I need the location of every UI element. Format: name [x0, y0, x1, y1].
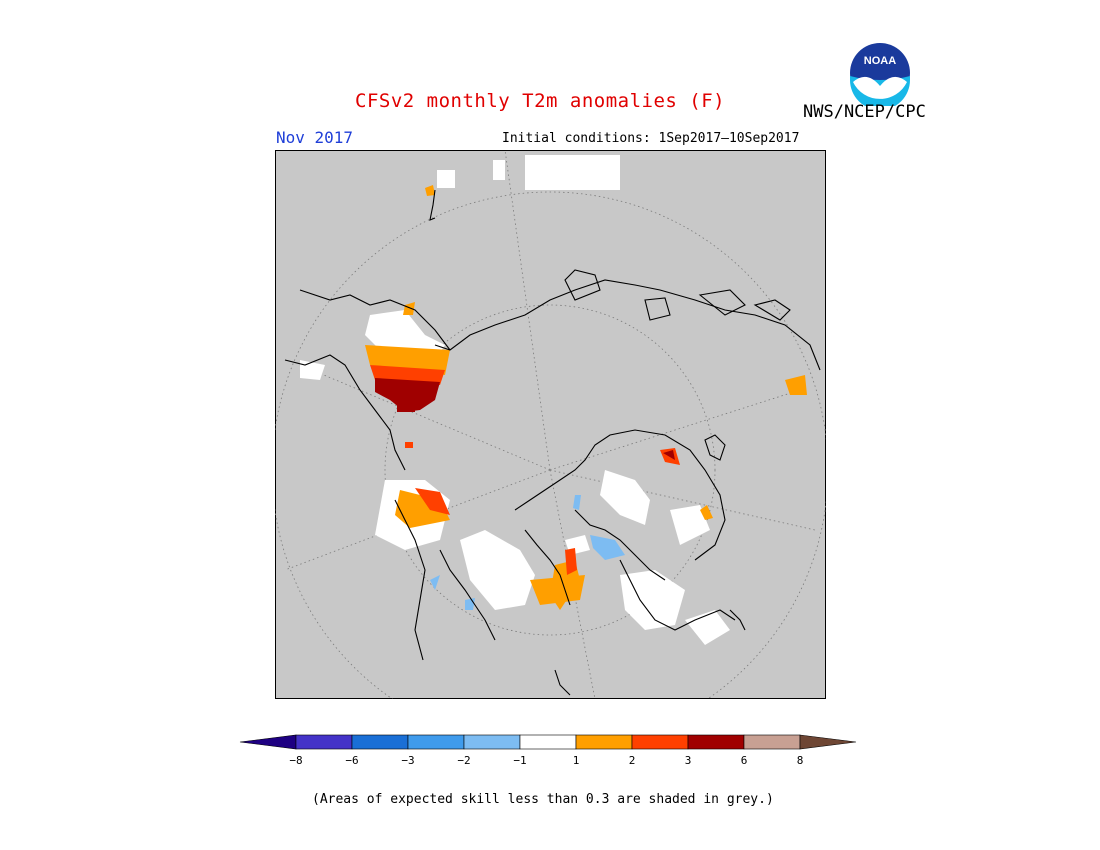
meridian-6: [299, 364, 551, 471]
map-background: [275, 150, 826, 699]
chart-title: CFSv2 monthly T2m anomalies (F): [355, 90, 726, 112]
meridian-2: [549, 389, 801, 471]
agency-label: NWS/NCEP/CPC: [803, 102, 926, 122]
colorbar-tick-label: 3: [685, 754, 692, 767]
colorbar-tick-label: 6: [741, 754, 748, 767]
latitude-circle-outer: [275, 191, 826, 699]
colorbar-tick-label: −6: [345, 754, 358, 767]
colorbar-tick-label: 1: [573, 754, 580, 767]
colorbar-swatch: [687, 734, 745, 750]
colorbar-swatch: [351, 734, 409, 750]
colorbar-high-extension: [799, 734, 857, 750]
colorbar-low-extension: [239, 734, 297, 750]
colorbar-swatch: [407, 734, 465, 750]
noaa-logo: NOAA: [848, 41, 912, 106]
colorbar-tick-label: 2: [629, 754, 636, 767]
meridian-3: [549, 469, 816, 531]
colorbar: −8 −6 −3 −2 −1 1 2 3 6 8: [239, 734, 857, 767]
colorbar-swatch: [631, 734, 689, 750]
near-normal-areas: [300, 155, 730, 645]
graticule: [275, 150, 826, 699]
footnote: (Areas of expected skill less than 0.3 a…: [312, 792, 774, 807]
logo-text: NOAA: [864, 55, 896, 67]
polar-anomaly-map: [275, 150, 826, 699]
coastlines: [284, 189, 821, 696]
latitude-circle-inner: [384, 304, 716, 636]
colorbar-tick-label: 8: [797, 754, 804, 767]
colorbar-tick-label: −8: [289, 754, 302, 767]
forecast-month: Nov 2017: [276, 128, 354, 147]
colorbar-tick-label: −3: [401, 754, 414, 767]
colorbar-swatch: [519, 734, 577, 750]
colorbar-tick-label: −2: [457, 754, 470, 767]
warm-anomaly-3-6: [375, 378, 675, 460]
colorbar-swatch: [463, 734, 521, 750]
initial-conditions: Initial conditions: 1Sep2017—10Sep2017: [502, 131, 800, 146]
colorbar-swatch: [295, 734, 353, 750]
colorbar-tick-label: −1: [513, 754, 526, 767]
meridian-4: [549, 469, 596, 699]
colorbar-swatch: [743, 734, 801, 750]
colorbar-swatch: [575, 734, 633, 750]
